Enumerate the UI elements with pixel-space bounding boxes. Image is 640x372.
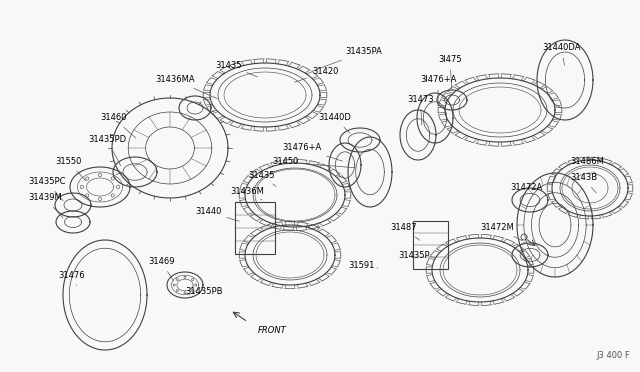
Text: 31435PA: 31435PA [312,48,382,71]
Text: J3 400 F: J3 400 F [596,351,630,360]
Text: 31420: 31420 [294,67,339,82]
Text: 31439M: 31439M [28,193,63,218]
Text: 31472A: 31472A [510,183,542,198]
Text: 31469: 31469 [148,257,175,281]
Text: 31550: 31550 [55,157,86,181]
Text: 31476: 31476 [58,270,84,286]
Text: 31440: 31440 [195,208,239,221]
Text: 3143B: 3143B [570,173,597,193]
Text: 31435PB: 31435PB [185,288,223,296]
Text: 3l476+A: 3l476+A [420,76,456,105]
Text: 31440DA: 31440DA [542,44,580,65]
Text: 31436MA: 31436MA [155,76,218,99]
Text: 31436M: 31436M [230,187,264,200]
Text: 31487: 31487 [390,224,420,240]
Text: 31435PC: 31435PC [28,177,65,201]
Text: 3l475: 3l475 [438,55,461,89]
Text: 31476+A: 31476+A [282,144,342,161]
Text: 31435: 31435 [248,170,276,186]
Text: 31473: 31473 [407,96,434,125]
Text: 31435: 31435 [215,61,257,77]
Text: 31435P: 31435P [398,250,435,260]
Text: 31450: 31450 [272,157,355,168]
Text: 31472M: 31472M [480,224,522,241]
Text: 31460: 31460 [100,113,136,138]
Text: 31591: 31591 [348,260,378,269]
Text: 31440D: 31440D [318,113,351,133]
Text: 31435PD: 31435PD [88,135,126,166]
Text: 31486M: 31486M [570,157,604,176]
Text: FRONT: FRONT [258,326,287,335]
